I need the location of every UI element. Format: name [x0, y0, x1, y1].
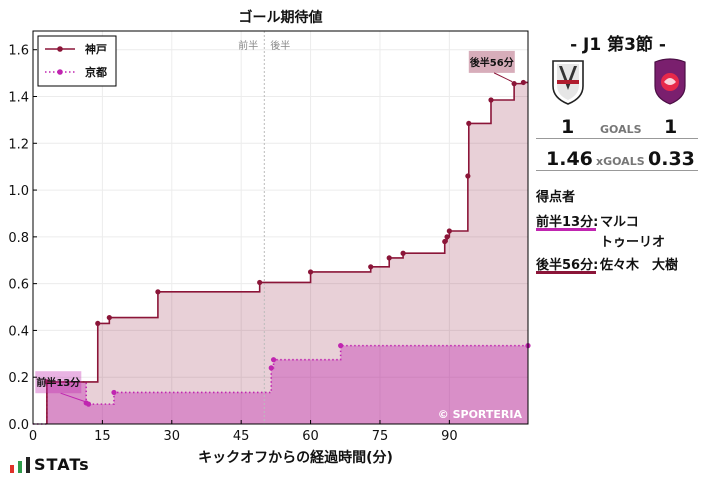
data-point — [155, 289, 161, 295]
x-tick-label: 45 — [233, 429, 250, 444]
goal-annotation-label: 後半56分 — [470, 56, 514, 69]
y-tick-label: 0.2 — [8, 371, 29, 386]
data-point — [85, 401, 92, 407]
goal-annotation-pointer — [493, 72, 513, 83]
first-half-label: 前半 — [238, 39, 258, 52]
away-goals: 1 — [664, 116, 678, 138]
data-point — [465, 173, 471, 179]
data-point — [442, 238, 448, 245]
scorer-name: マルコ — [600, 215, 639, 230]
goal-annotation-box — [35, 371, 82, 394]
scorer-name-line2: トゥーリオ — [600, 235, 666, 250]
brand-bar — [26, 457, 30, 473]
x-tick-label: 0 — [29, 429, 37, 444]
home-goals: 1 — [561, 116, 575, 138]
y-tick-label: 0.6 — [8, 278, 29, 293]
x-tick-label: 90 — [441, 429, 458, 444]
x-tick-label: 15 — [94, 429, 111, 444]
away-xgoals: 0.33 — [648, 148, 695, 170]
home-xgoals: 1.46 — [546, 148, 593, 170]
watermark: © SPORTERIA — [438, 408, 523, 421]
data-point — [520, 79, 526, 86]
scorer-time: 後半56分: — [536, 258, 599, 273]
data-point — [307, 269, 314, 275]
divider — [536, 138, 698, 139]
data-point — [368, 264, 374, 270]
home-team-crest-icon — [550, 58, 586, 110]
away-team-crest-icon — [652, 56, 688, 110]
legend-marker — [57, 46, 63, 52]
y-tick-label: 0.0 — [8, 418, 29, 433]
data-point — [511, 81, 517, 87]
scorer-underline — [536, 228, 596, 231]
y-tick-label: 1.6 — [8, 44, 29, 59]
x-tick-label: 30 — [164, 429, 181, 444]
data-point — [444, 234, 450, 240]
divider — [536, 170, 698, 171]
legend-marker — [57, 69, 63, 75]
away-area — [33, 345, 528, 424]
goals-label: GOALS — [600, 123, 642, 136]
plot-frame — [32, 30, 529, 425]
goal-annotation-pointer — [60, 392, 87, 403]
data-point — [338, 343, 344, 349]
scorer-name: 佐々木 大樹 — [600, 258, 679, 273]
y-tick-label: 1.0 — [8, 184, 29, 199]
legend-box — [37, 35, 117, 87]
brand-bar — [18, 461, 22, 473]
data-point — [386, 255, 392, 261]
data-point — [44, 379, 50, 385]
goal-annotation-label: 前半13分 — [36, 376, 80, 389]
home-area — [46, 82, 528, 424]
data-point — [95, 320, 101, 327]
scorer-time: 前半13分: — [536, 215, 599, 230]
round-title: - J1 第3節 - — [570, 35, 666, 55]
scorers-heading: 得点者 — [536, 190, 576, 205]
y-tick-label: 0.8 — [8, 231, 29, 246]
scorer-underline — [536, 271, 596, 274]
data-point — [257, 279, 263, 286]
data-point — [111, 389, 117, 396]
legend-label: 京都 — [85, 65, 107, 79]
xgoals-label: xGOALS — [596, 155, 645, 168]
legend-label: 神戸 — [85, 42, 107, 56]
brand-bar — [10, 465, 14, 473]
goal-annotation-box — [468, 50, 515, 73]
y-tick-label: 0.4 — [8, 324, 29, 339]
data-point — [106, 314, 112, 321]
x-axis-label: キックオフからの経過時間(分) — [198, 449, 393, 466]
y-tick-label: 1.4 — [8, 91, 29, 106]
data-point — [488, 97, 494, 103]
data-point — [466, 120, 472, 127]
data-point — [270, 357, 277, 363]
x-tick-label: 60 — [302, 429, 319, 444]
y-tick-label: 1.2 — [8, 137, 29, 152]
stats-brand-logo: STATs — [10, 457, 90, 473]
x-tick-label: 75 — [372, 429, 389, 444]
data-point — [268, 365, 274, 371]
second-half-label: 後半 — [270, 39, 290, 52]
brand-name: STATs — [34, 455, 90, 474]
data-point — [400, 250, 406, 256]
chart-title: ゴール期待値 — [239, 9, 323, 26]
data-point — [446, 228, 452, 234]
